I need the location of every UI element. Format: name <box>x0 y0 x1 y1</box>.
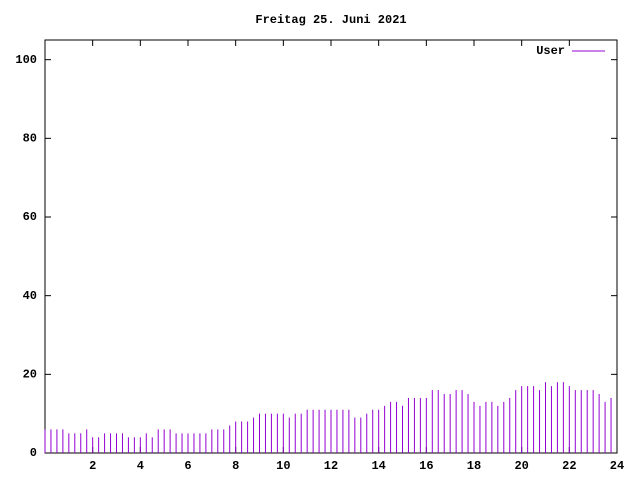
x-tick-label: 8 <box>232 459 239 473</box>
x-tick-label: 22 <box>562 459 576 473</box>
x-tick-label: 4 <box>137 459 144 473</box>
x-tick-label: 18 <box>467 459 481 473</box>
plot-frame <box>44 39 618 454</box>
y-tick-label: 100 <box>15 53 37 67</box>
y-tick-label: 40 <box>23 289 37 303</box>
x-tick-label: 14 <box>371 459 385 473</box>
x-tick-label: 20 <box>514 459 528 473</box>
x-tick-label: 24 <box>610 459 624 473</box>
x-tick-label: 12 <box>324 459 338 473</box>
x-tick-label: 10 <box>276 459 290 473</box>
y-tick-label: 60 <box>23 210 37 224</box>
x-tick-label: 2 <box>89 459 96 473</box>
x-tick-label: 16 <box>419 459 433 473</box>
y-tick-label: 0 <box>30 446 37 460</box>
x-tick-label: 6 <box>184 459 191 473</box>
y-tick-label: 80 <box>23 132 37 146</box>
chart-title: Freitag 25. Juni 2021 <box>255 13 406 27</box>
y-tick-label: 20 <box>23 368 37 382</box>
legend-label: User <box>536 44 565 58</box>
